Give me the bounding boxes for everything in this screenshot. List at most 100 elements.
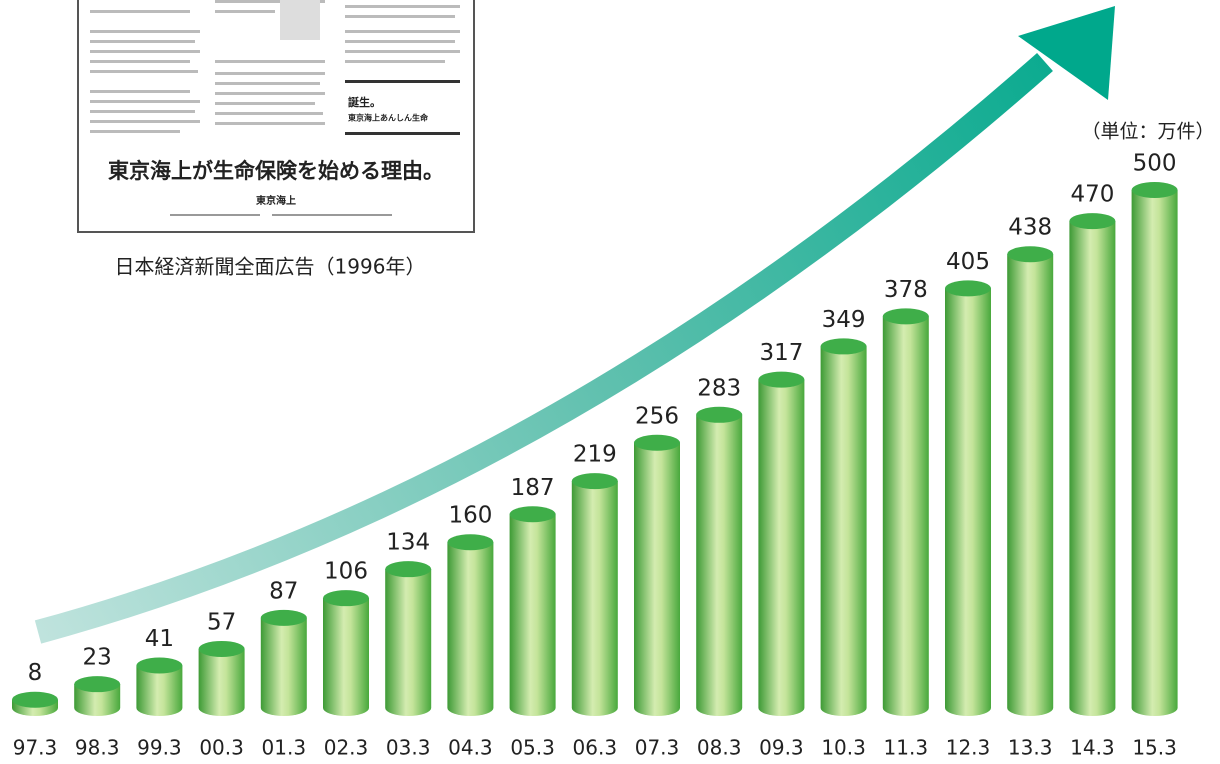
cylinder-bar — [945, 280, 991, 716]
cylinder-body — [882, 316, 929, 716]
x-tick-label: 00.3 — [199, 736, 244, 760]
cylinder-top — [696, 406, 743, 423]
cylinder-bar — [260, 609, 307, 716]
unit-label: （単位：万件） — [1081, 121, 1214, 143]
cylinder-bar — [820, 338, 867, 716]
x-tick-label: 01.3 — [262, 736, 307, 760]
cylinder-bar — [447, 534, 494, 716]
x-tick-label: 05.3 — [510, 736, 555, 760]
cylinder-top — [1131, 182, 1178, 198]
cylinder-bar — [1069, 213, 1116, 716]
x-tick-label: 14.3 — [1070, 736, 1115, 760]
ad-brand: 東京海上 — [256, 194, 296, 207]
cylinder-bar — [136, 657, 183, 716]
x-tick-label: 09.3 — [759, 736, 804, 760]
value-label: 470 — [1070, 182, 1114, 208]
ad-tagline: 誕生。 — [348, 95, 381, 109]
cylinder-bar — [509, 506, 556, 716]
x-tick-label: 10.3 — [821, 736, 866, 760]
cylinder-bar — [634, 434, 680, 716]
cylinder-bar — [12, 691, 58, 716]
cylinder-body — [945, 288, 991, 716]
cylinder-bar — [323, 590, 369, 716]
cylinder-bar — [882, 308, 929, 716]
cylinder-top — [260, 609, 307, 626]
cylinder-body — [758, 379, 805, 716]
cylinder-body — [509, 514, 556, 716]
x-tick-label: 03.3 — [386, 736, 431, 760]
x-tick-label: 02.3 — [324, 736, 369, 760]
cylinder-bar — [758, 371, 805, 716]
ad-frame — [77, 0, 475, 233]
value-label: 187 — [511, 475, 555, 501]
value-label: 106 — [324, 559, 368, 585]
value-label: 219 — [573, 442, 617, 468]
cylinder-bar — [74, 676, 121, 716]
x-tick-label: 06.3 — [573, 736, 618, 760]
cylinder-body — [260, 617, 307, 716]
x-tick-label: 12.3 — [946, 736, 991, 760]
value-label: 378 — [884, 277, 928, 303]
growth-arrow — [34, 53, 1053, 644]
ad-headline: 東京海上が生命保険を始める理由。 — [108, 159, 444, 183]
x-tick-label: 99.3 — [137, 736, 182, 760]
ad-text-lines — [90, 0, 460, 133]
cylinder-bar — [198, 640, 245, 716]
x-tick-label: 11.3 — [884, 736, 929, 760]
cylinder-top — [1069, 213, 1116, 230]
cylinder-bar — [696, 406, 743, 716]
value-label: 405 — [946, 249, 990, 275]
ad-tagline: 東京海上あんしん生命 — [348, 113, 429, 123]
cylinder-bar — [385, 561, 432, 716]
cylinder-body — [74, 684, 121, 716]
value-label: 438 — [1008, 215, 1052, 241]
cylinder-top — [136, 657, 183, 674]
value-label: 317 — [759, 340, 803, 366]
cylinder-body — [447, 542, 494, 716]
x-tick-label: 04.3 — [448, 736, 493, 760]
inset-caption: 日本経済新聞全面広告（1996年） — [115, 255, 426, 279]
arrow-head — [1018, 6, 1115, 100]
cylinder-top — [323, 590, 369, 607]
x-tick-label: 13.3 — [1008, 736, 1053, 760]
cylinder-top — [385, 561, 432, 578]
cylinder-body — [198, 648, 245, 716]
cylinder-body — [1007, 254, 1054, 716]
cylinder-top — [12, 691, 58, 708]
cylinder-bar — [1131, 182, 1178, 716]
cylinder-top — [447, 534, 494, 551]
x-tick-label: 08.3 — [697, 736, 742, 760]
cylinder-body — [323, 598, 369, 716]
value-label: 23 — [83, 645, 112, 671]
cylinder-top — [571, 473, 618, 490]
cylinder-top — [758, 371, 805, 388]
value-label: 283 — [697, 375, 741, 401]
cylinder-body — [634, 442, 680, 716]
cylinder-body — [1069, 221, 1116, 716]
cylinder-top — [945, 280, 991, 297]
value-label: 500 — [1133, 151, 1177, 177]
cylinder-body — [136, 665, 183, 716]
value-label: 87 — [269, 578, 298, 604]
value-label: 134 — [386, 530, 430, 556]
value-label: 8 — [28, 660, 43, 686]
cylinder-bar — [571, 473, 618, 716]
x-tick-label: 07.3 — [635, 736, 680, 760]
x-tick-label: 98.3 — [75, 736, 120, 760]
cylinder-top — [74, 676, 121, 693]
x-tick-label: 97.3 — [13, 736, 58, 760]
cylinder-body — [571, 481, 618, 716]
cylinder-body — [385, 569, 432, 716]
value-label: 349 — [822, 307, 866, 333]
cylinder-top — [820, 338, 867, 355]
value-label: 256 — [635, 403, 679, 429]
cylinder-top — [634, 434, 680, 451]
cylinder-bar — [1007, 246, 1054, 716]
cylinder-top — [882, 308, 929, 325]
cylinder-body — [1131, 190, 1178, 716]
value-label: 57 — [207, 609, 236, 635]
value-label: 160 — [448, 503, 492, 529]
value-label: 41 — [145, 626, 174, 652]
inset-ad: 誕生。 東京海上あんしん生命 東京海上が生命保険を始める理由。 東京海上 — [77, 0, 475, 233]
